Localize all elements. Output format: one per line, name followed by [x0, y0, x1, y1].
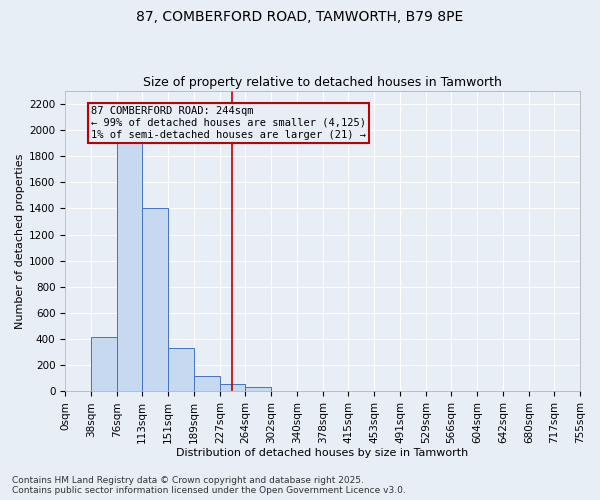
Text: Contains HM Land Registry data © Crown copyright and database right 2025.
Contai: Contains HM Land Registry data © Crown c… [12, 476, 406, 495]
Text: 87, COMBERFORD ROAD, TAMWORTH, B79 8PE: 87, COMBERFORD ROAD, TAMWORTH, B79 8PE [136, 10, 464, 24]
Bar [245, 387, 271, 392]
Bar [168, 348, 194, 392]
Y-axis label: Number of detached properties: Number of detached properties [15, 154, 25, 329]
Bar [117, 136, 142, 392]
Text: 87 COMBERFORD ROAD: 244sqm
← 99% of detached houses are smaller (4,125)
1% of se: 87 COMBERFORD ROAD: 244sqm ← 99% of deta… [91, 106, 366, 140]
Title: Size of property relative to detached houses in Tamworth: Size of property relative to detached ho… [143, 76, 502, 90]
X-axis label: Distribution of detached houses by size in Tamworth: Distribution of detached houses by size … [176, 448, 469, 458]
Bar [142, 208, 168, 392]
Bar [91, 336, 117, 392]
Bar [194, 376, 220, 392]
Bar [220, 384, 245, 392]
